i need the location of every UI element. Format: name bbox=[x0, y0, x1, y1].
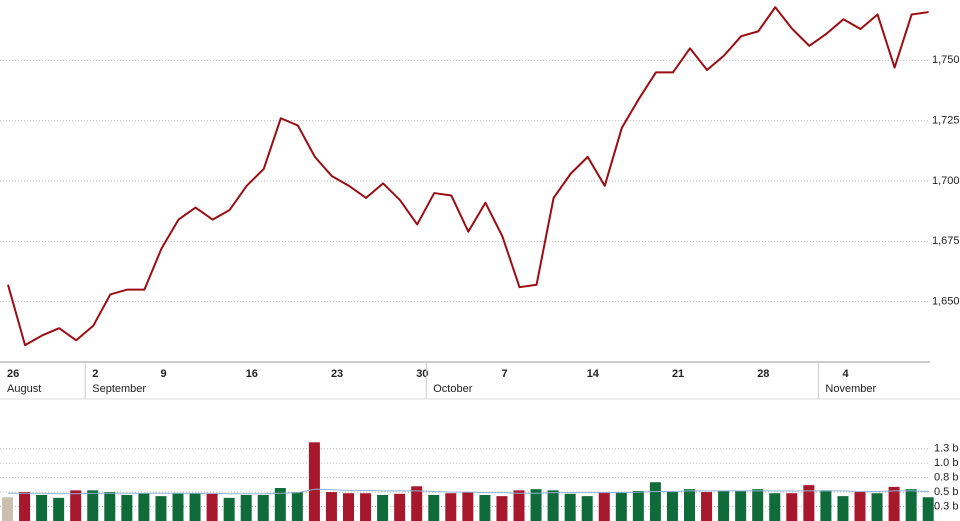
volume-bar bbox=[138, 493, 150, 521]
x-tick-label: 21 bbox=[672, 368, 684, 380]
volume-bar bbox=[888, 486, 900, 521]
volume-bar bbox=[513, 490, 525, 521]
x-tick-label: 7 bbox=[501, 368, 507, 380]
volume-bar bbox=[854, 492, 866, 521]
volume-bar bbox=[598, 492, 610, 521]
volume-bar bbox=[411, 486, 423, 521]
volume-bar bbox=[922, 497, 934, 521]
volume-bar bbox=[377, 494, 389, 521]
y-tick-label: 1,675 bbox=[932, 235, 960, 247]
volume-bar bbox=[752, 489, 764, 521]
volume-bar bbox=[19, 492, 31, 521]
volume-bar bbox=[308, 442, 320, 521]
volume-bar bbox=[223, 497, 235, 521]
y-tick-label: 1.3 b bbox=[934, 443, 958, 455]
y-tick-label: 1,700 bbox=[932, 175, 960, 187]
y-tick-label: 1,725 bbox=[932, 115, 960, 127]
volume-bar bbox=[701, 492, 713, 521]
volume-bar bbox=[70, 490, 82, 521]
volume-bar bbox=[206, 493, 218, 521]
volume-bar bbox=[786, 493, 798, 521]
volume-bar bbox=[820, 490, 832, 521]
volume-bar bbox=[104, 492, 116, 521]
volume-bar bbox=[360, 493, 372, 521]
x-tick-label: 9 bbox=[160, 368, 166, 380]
line bbox=[8, 488, 929, 495]
volume-bar bbox=[666, 492, 678, 521]
volume-bar bbox=[684, 489, 695, 521]
volume-bar bbox=[632, 490, 644, 521]
month-label: October bbox=[433, 383, 472, 395]
y-tick-label: 1,650 bbox=[932, 296, 960, 308]
x-tick-label: 14 bbox=[587, 368, 600, 380]
y-tick-label: 0.5 b bbox=[934, 486, 958, 498]
volume-bar bbox=[240, 494, 252, 521]
volume-bar bbox=[615, 492, 627, 521]
volume-bar bbox=[871, 493, 883, 521]
volume-bar bbox=[121, 494, 133, 521]
x-tick-label: 4 bbox=[842, 368, 849, 380]
volume-bar bbox=[325, 492, 337, 521]
volume-bar bbox=[428, 494, 440, 521]
volume-bar bbox=[462, 492, 474, 521]
volume-bar bbox=[581, 496, 593, 521]
volume-bar bbox=[479, 494, 491, 521]
volume-bar bbox=[155, 496, 167, 521]
volume-bar bbox=[291, 492, 303, 521]
volume-bar bbox=[769, 493, 781, 521]
volume-bar bbox=[189, 493, 201, 521]
month-label: September bbox=[92, 383, 146, 395]
volume-bar bbox=[343, 493, 354, 521]
volume-bar bbox=[718, 490, 730, 521]
x-tick-label: 30 bbox=[416, 368, 428, 380]
volume-bar bbox=[36, 494, 48, 521]
month-label: August bbox=[7, 383, 41, 395]
x-tick-label: 26 bbox=[7, 368, 19, 380]
y-tick-label: 0.8 b bbox=[934, 472, 958, 484]
volume-bar bbox=[394, 493, 406, 521]
y-tick-label: 1.0 b bbox=[934, 457, 958, 469]
line bbox=[7, 6, 929, 347]
volume-bar bbox=[649, 482, 661, 521]
x-tick-label: 28 bbox=[757, 368, 769, 380]
volume-bar bbox=[2, 497, 13, 521]
volume-bar bbox=[803, 485, 815, 521]
volume-bar bbox=[172, 493, 184, 521]
volume-bar bbox=[257, 494, 269, 521]
volume-bar bbox=[496, 496, 508, 521]
volume-bar bbox=[905, 489, 917, 521]
volume-bar bbox=[547, 490, 559, 521]
volume-bar bbox=[445, 493, 457, 521]
volume-bar bbox=[837, 496, 849, 521]
volume-bar bbox=[53, 497, 65, 521]
x-tick-label: 2 bbox=[92, 368, 98, 380]
y-tick-label: 0.3 b bbox=[934, 500, 958, 512]
volume-bar bbox=[87, 490, 99, 521]
volume-bar bbox=[530, 489, 542, 521]
x-tick-label: 23 bbox=[331, 368, 343, 380]
volume-bar bbox=[274, 488, 286, 521]
y-tick-label: 1,750 bbox=[932, 54, 960, 66]
x-tick-label: 16 bbox=[246, 368, 258, 380]
month-label: November bbox=[825, 383, 876, 395]
volume-bar bbox=[564, 493, 576, 521]
volume-bar bbox=[735, 490, 747, 521]
